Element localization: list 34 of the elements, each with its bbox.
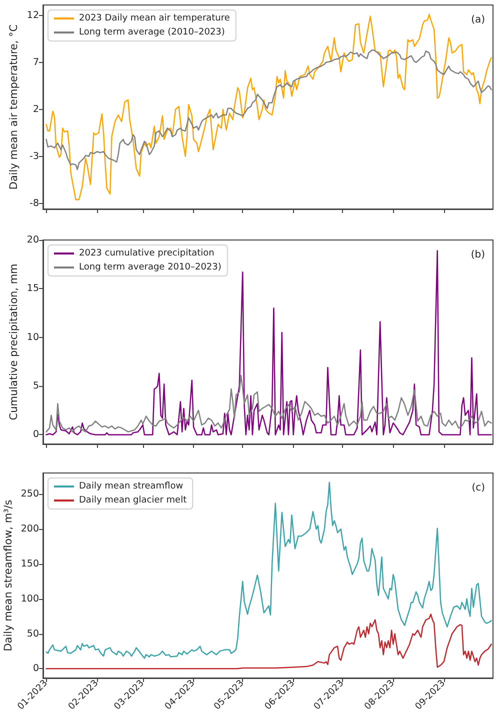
annotation: (b) — [470, 250, 486, 260]
line-series — [46, 374, 492, 432]
y-axis-title: Cumulative precipitation, mm — [8, 264, 20, 420]
legend-label: Long term average 2010–2023) — [79, 262, 222, 272]
y-tick-label: 50 — [26, 628, 39, 640]
y-tick-label: 0 — [32, 663, 39, 674]
y-tick-label: 20 — [26, 234, 39, 246]
y-tick-label: 0 — [32, 429, 39, 440]
y-tick-label: 15 — [26, 283, 39, 294]
line-series — [46, 250, 492, 436]
y-tick-label: 150 — [20, 558, 39, 570]
y-tick-label: -3 — [30, 150, 39, 162]
y-tick-label: 100 — [20, 593, 39, 604]
line-series — [46, 614, 492, 670]
legend-label: Long term average (2010–2023) — [79, 28, 225, 38]
annotation: (c) — [472, 482, 486, 494]
legend-label: 2023 Daily mean air temperature — [79, 14, 230, 24]
y-tick-label: 250 — [20, 488, 39, 500]
y-tick-label: 2 — [32, 104, 39, 115]
y-tick-label: 7 — [32, 56, 39, 68]
legend-label: Daily mean streamflow — [79, 482, 184, 492]
y-axis-title: Daily mean air temperature, °C — [8, 24, 20, 190]
y-tick-label: 12 — [26, 10, 39, 21]
line-series — [46, 482, 492, 659]
y-tick-label: 200 — [20, 524, 39, 535]
y-axis-title: Daily mean streamflow, m³/s — [2, 500, 14, 652]
annotation: (a) — [471, 14, 486, 26]
legend-label: 2023 cumulative precipitation — [79, 248, 214, 258]
legend-label: Daily mean glacier melt — [79, 496, 188, 506]
line-series — [46, 14, 492, 200]
y-tick-label: -8 — [30, 198, 39, 209]
y-tick-label: 10 — [26, 332, 39, 343]
line-series — [46, 50, 492, 170]
y-tick-label: 5 — [32, 380, 39, 392]
